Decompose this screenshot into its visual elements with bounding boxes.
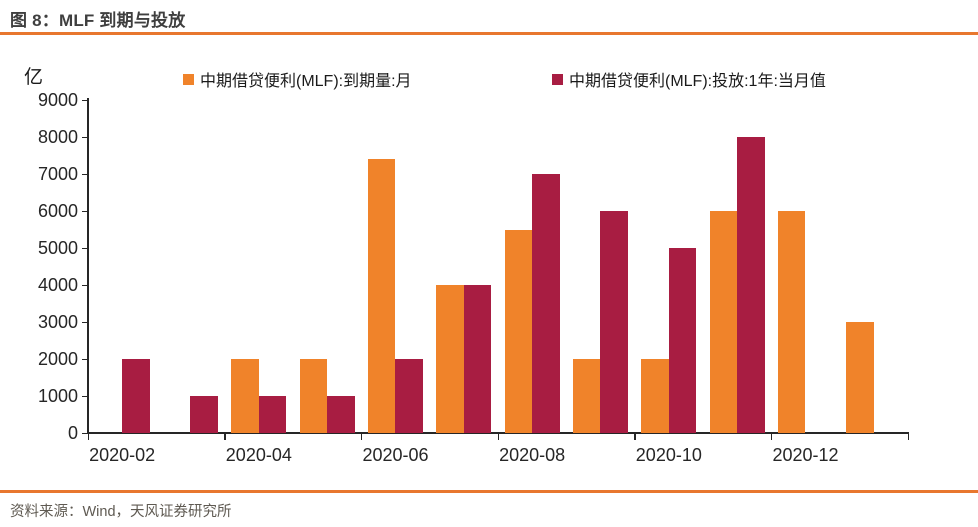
y-axis-tick-label: 4000 [37, 275, 78, 295]
bar-maturity-2020-06 [367, 159, 396, 433]
bar-injection-2020-08 [532, 174, 560, 433]
x-axis-tick-label: 2020-02 [89, 445, 156, 465]
bar-maturity-2020-11 [709, 211, 738, 433]
legend-swatch-injection [552, 73, 563, 85]
y-axis-tick-label: 1000 [37, 386, 78, 406]
y-axis-tick-mark [82, 395, 88, 397]
x-axis-tick-label: 2020-04 [225, 445, 292, 465]
bar-injection-2020-02 [122, 359, 150, 433]
x-axis-tick-mark [770, 434, 773, 440]
x-axis-tick-mark [360, 434, 363, 440]
chart-legend: 中期借贷便利(MLF):到期量:月 中期借贷便利(MLF):投放:1年:当月值 [0, 67, 978, 91]
legend-swatch-maturity [183, 73, 194, 85]
y-axis-tick-label: 2000 [37, 349, 78, 369]
legend-item-injection: 中期借贷便利(MLF):投放:1年:当月值 [552, 67, 826, 91]
y-axis-unit-label: 亿 [24, 67, 44, 88]
bar-injection-2020-05 [327, 396, 355, 433]
y-axis-tick-mark [82, 210, 88, 212]
x-axis-line [87, 432, 909, 434]
y-axis-tick-label: 7000 [37, 164, 78, 184]
bar-injection-2020-04 [258, 396, 287, 433]
x-axis-tick-mark [907, 434, 909, 440]
y-axis-tick-mark [82, 358, 88, 360]
bar-injection-2020-11 [737, 137, 765, 433]
y-axis-tick-mark [82, 99, 88, 101]
y-axis-tick-mark [82, 173, 88, 175]
bar-injection-2020-09 [600, 211, 628, 433]
y-axis-tick-label: 5000 [37, 238, 78, 258]
x-axis-tick-mark [224, 434, 226, 440]
y-axis-tick-label: 0 [67, 423, 78, 443]
y-axis-tick-label: 3000 [37, 312, 78, 332]
x-axis-tick-label: 2020-06 [362, 445, 429, 465]
y-axis-tick-label: 8000 [37, 127, 78, 147]
y-axis-line [87, 98, 89, 434]
bar-maturity-2020-09 [572, 359, 601, 433]
y-axis-tick-mark [82, 247, 88, 249]
footer-divider-line [0, 490, 978, 493]
bar-maturity-2020-07 [436, 285, 464, 433]
y-axis-tick-mark [82, 321, 88, 323]
y-axis-tick-mark [82, 432, 88, 434]
data-source-note: 资料来源：Wind，天风证券研究所 [10, 504, 232, 520]
y-axis-tick-label: 6000 [37, 201, 78, 221]
bar-maturity-2020-05 [299, 359, 328, 433]
bar-injection-2020-03 [190, 396, 218, 433]
x-axis-tick-mark [87, 434, 89, 440]
y-axis-tick-mark [82, 136, 88, 138]
y-axis-tick-mark [82, 284, 88, 286]
title-divider-line [0, 32, 978, 35]
bar-injection-2020-07 [463, 285, 492, 433]
x-axis-tick-mark [634, 434, 636, 440]
bar-maturity-2020-10 [641, 359, 669, 433]
x-axis-tick-mark [497, 434, 499, 440]
bar-injection-2020-06 [395, 359, 423, 433]
legend-label-maturity: 中期借贷便利(MLF):到期量:月 [200, 73, 412, 90]
figure-title: 图 8：MLF 到期与投放 [10, 11, 186, 30]
bar-injection-2020-10 [668, 248, 697, 433]
x-axis-tick-label: 2020-10 [635, 445, 702, 465]
legend-label-injection: 中期借贷便利(MLF):投放:1年:当月值 [569, 73, 826, 90]
legend-item-maturity: 中期借贷便利(MLF):到期量:月 [183, 67, 412, 91]
bar-maturity-2020-08 [504, 229, 533, 433]
bar-maturity-2021-01 [846, 322, 874, 433]
bar-maturity-2020-04 [231, 359, 259, 433]
x-axis-tick-label: 2020-12 [772, 445, 839, 465]
bar-maturity-2020-12 [777, 211, 806, 433]
x-axis-tick-label: 2020-08 [499, 445, 566, 465]
y-axis-tick-label: 9000 [37, 90, 78, 110]
